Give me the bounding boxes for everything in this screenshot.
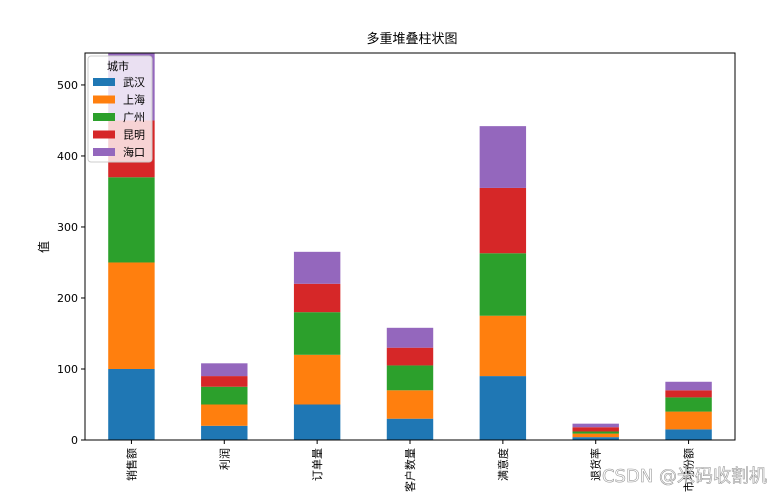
bar-6-series-4 bbox=[572, 427, 619, 432]
legend-label: 海口 bbox=[123, 145, 145, 159]
x-tick-label: 退货率 bbox=[589, 448, 603, 481]
x-tick-label: 利润 bbox=[217, 448, 231, 470]
y-tick-label: 0 bbox=[71, 434, 78, 447]
x-tick-label: 市场份额 bbox=[682, 448, 696, 492]
bar-2-series-3 bbox=[201, 386, 248, 405]
bar-5-series-1 bbox=[479, 376, 527, 440]
bar-3-series-2 bbox=[293, 354, 341, 405]
x-tick-label: 满意度 bbox=[496, 448, 510, 481]
x-tick-label: 销售额 bbox=[124, 448, 138, 481]
bar-4-series-4 bbox=[386, 347, 434, 366]
bars-group bbox=[108, 53, 712, 440]
bar-2-series-4 bbox=[201, 376, 248, 387]
bar-5-series-2 bbox=[479, 315, 527, 377]
bar-4-series-2 bbox=[386, 390, 434, 419]
bar-4-series-3 bbox=[386, 365, 434, 391]
bar-7-series-2 bbox=[665, 411, 712, 430]
legend-label: 上海 bbox=[123, 93, 145, 107]
x-axis: 销售额 利润 订单量 客户数量 满意度 退货率 市场份额 bbox=[124, 440, 696, 492]
y-tick-label: 200 bbox=[57, 292, 78, 305]
legend-title: 城市 bbox=[107, 59, 129, 73]
bar-2-series-2 bbox=[201, 404, 248, 426]
y-tick-label: 500 bbox=[57, 79, 78, 92]
legend-swatch bbox=[93, 78, 115, 86]
bar-3-series-5 bbox=[293, 251, 341, 284]
bar-5-series-3 bbox=[479, 253, 527, 316]
bar-7-series-3 bbox=[665, 397, 712, 412]
legend-label: 广州 bbox=[123, 111, 145, 124]
y-axis-label: 值 bbox=[36, 241, 51, 253]
bar-3-series-3 bbox=[293, 312, 341, 355]
x-tick-label: 订单量 bbox=[311, 448, 324, 481]
bar-6-series-1 bbox=[572, 437, 619, 440]
bar-6-series-5 bbox=[572, 423, 619, 428]
bar-1-series-1 bbox=[108, 368, 155, 440]
y-tick-label: 300 bbox=[57, 221, 78, 234]
bar-3-series-4 bbox=[293, 283, 341, 313]
legend-swatch bbox=[93, 95, 115, 104]
y-tick-label: 100 bbox=[57, 363, 78, 376]
bar-2-series-5 bbox=[201, 363, 248, 377]
legend-label: 昆明 bbox=[123, 129, 145, 142]
bar-7-series-4 bbox=[665, 390, 712, 398]
bar-5-series-5 bbox=[479, 126, 527, 188]
bar-4-series-5 bbox=[386, 327, 434, 348]
bar-7-series-5 bbox=[665, 381, 712, 391]
bar-1-series-3 bbox=[108, 177, 155, 263]
y-axis: 0 100 200 300 400 500 bbox=[57, 79, 85, 447]
legend-label: 武汉 bbox=[123, 76, 145, 89]
bar-4-series-1 bbox=[386, 418, 434, 440]
chart-title: 多重堆叠柱状图 bbox=[366, 31, 457, 47]
bar-7-series-1 bbox=[665, 429, 712, 440]
bar-3-series-1 bbox=[293, 404, 341, 440]
y-tick-label: 400 bbox=[57, 150, 78, 163]
watermark: CSDN @米码收割机 bbox=[602, 466, 767, 487]
bar-2-series-1 bbox=[201, 425, 248, 440]
bar-5-series-4 bbox=[479, 187, 527, 254]
x-tick-label: 客户数量 bbox=[403, 448, 417, 492]
bar-6-series-2 bbox=[572, 433, 619, 438]
legend-swatch bbox=[93, 113, 115, 121]
legend-swatch bbox=[93, 130, 115, 139]
bar-1-series-2 bbox=[108, 262, 155, 369]
legend-swatch bbox=[93, 148, 115, 156]
bar-6-series-3 bbox=[572, 431, 619, 434]
